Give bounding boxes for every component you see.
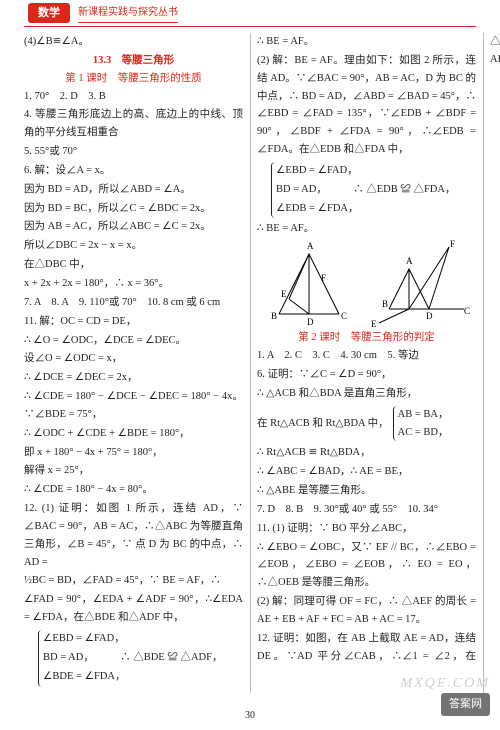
text-line: ∴ ∠ABC = ∠BAD，∴ AE = BE， — [257, 463, 476, 481]
section-title: 13.3 等腰三角形 — [24, 52, 243, 70]
svg-text:C: C — [341, 311, 347, 321]
svg-text:A: A — [406, 256, 413, 266]
svg-text:D: D — [426, 311, 433, 321]
brace-line: ∠EBD = ∠FAD， — [43, 630, 222, 648]
subject-badge: 数学 — [28, 3, 70, 24]
text-line: 在 Rt△ACB 和 Rt△BDA 中， — [257, 415, 389, 433]
svg-text:F: F — [321, 273, 326, 283]
lesson-title: 第 1 课时 等腰三角形的性质 — [24, 70, 243, 88]
page-number: 30 — [0, 707, 500, 724]
text-line: ∴ ∠EBO = ∠OBC，又∵ EF // BC，∴∠EBO = ∠EOB，∠… — [257, 539, 476, 593]
text-line: 4. 等腰三角形底边上的高、底边上的中线、顶角的平分线互相重合 — [24, 106, 243, 142]
text-line: 6. 证明：∵∠C = ∠D = 90°， — [257, 366, 476, 384]
text-line: 7. A 8. A 9. 110°或 70° 10. 8 cm 或 6 cm — [24, 294, 243, 312]
brace-line: BD = AD， ∴ △BDE ≌ △ADF， — [43, 649, 222, 667]
text-line: 设∠O = ∠ODC = x， — [24, 350, 243, 368]
text-line: ∠FAD = 90°，∠EDA + ∠ADF = 90°，∴∠EDA = ∠FD… — [24, 591, 243, 627]
text-line: ∴ ∠ODC + ∠CDE + ∠BDE = 180°， — [24, 425, 243, 443]
brace-line: ∠BDE = ∠FDA， — [43, 668, 222, 686]
page-header: 数学 新课程实践与探究丛书 — [0, 0, 500, 26]
svg-text:E: E — [371, 319, 377, 329]
text-line: ∴ BE = AF。 — [257, 33, 476, 51]
brace-group: ∠EBD = ∠FAD， BD = AD， ∴ △BDE ≌ △ADF， ∠BD… — [38, 630, 222, 687]
text-line: 11. (1) 证明：∵ BO 平分∠ABC， — [257, 520, 476, 538]
text-line: ½BC = BD，∠FAD = 45°，∵ BE = AF，∴ — [24, 572, 243, 590]
text-line: x + 2x + 2x = 180°，∴ x = 36°。 — [24, 275, 243, 293]
text-line: 所以∠DBC = 2x − x = x。 — [24, 237, 243, 255]
figure-row: A B C D E F 1 A B C D E F 2 — [257, 239, 476, 329]
brace-line: AB = BA， — [398, 406, 449, 424]
text-line: 即 x + 180° − 4x + 75° = 180°， — [24, 444, 243, 462]
brace-group: ∠EBD = ∠FAD， BD = AD， ∴ △EDB ≌ △FDA， ∠ED… — [271, 162, 455, 219]
text-line: 12. (1) 证明：如图 1 所示，连结 AD，∵ ∠BAC = 90°，AB… — [24, 500, 243, 571]
geometry-figure-1: A B C D E F 1 — [259, 239, 359, 329]
text-line: 7. D 8. B 9. 30°或 40° 或 55° 10. 34° — [257, 501, 476, 519]
brace-line: BD = AD， ∴ △EDB ≌ △FDA， — [276, 181, 455, 199]
svg-text:B: B — [382, 299, 388, 309]
text-line: ∴ △ABE 是等腰三角形。 — [257, 482, 476, 500]
series-subtitle: 新课程实践与探究丛书 — [78, 4, 178, 23]
brace-group: AB = BA， AC = BD， — [393, 406, 449, 442]
brace-line: ∠EBD = ∠FAD， — [276, 162, 455, 180]
content-columns: (4)∠B≌∠A。 13.3 等腰三角形 第 1 课时 等腰三角形的性质 1. … — [0, 33, 500, 693]
text-line: 5. 55°或 70° — [24, 143, 243, 161]
text-line: 因为 AB = AC，所以∠ABC = ∠C = 2x。 — [24, 218, 243, 236]
svg-text:D: D — [307, 317, 314, 327]
header-rule — [24, 26, 476, 27]
watermark-badge: 答案网 — [441, 693, 490, 716]
svg-text:A: A — [307, 241, 314, 251]
text-line: ∴ ∠DCE = ∠DEC = 2x， — [24, 369, 243, 387]
text-line: (2) 解：BE = AF。理由如下：如图 2 所示，连结 AD。∵∠BAC =… — [257, 52, 476, 159]
text-line: 11. 解：OC = CD = DE， — [24, 313, 243, 331]
text-line: ∴ ∠CDE = 180° − ∠DCE − ∠DEC = 180° − 4x。… — [24, 388, 243, 424]
text-line: 在△DBC 中， — [24, 256, 243, 274]
text-line: ∴ △ACB 和△BDA 是直角三角形， — [257, 385, 476, 403]
svg-text:E: E — [281, 289, 287, 299]
lesson-title: 第 2 课时 等腰三角形的判定 — [257, 329, 476, 347]
text-line: ∴ ∠CDE = 180° − 4x = 80°。 — [24, 481, 243, 499]
text-line: ∴ Rt△ACB ≌ Rt△BDA， — [257, 444, 476, 462]
text-line: (4)∠B≌∠A。 — [24, 33, 243, 51]
geometry-figure-2: A B C D E F 2 — [364, 239, 474, 329]
text-line: 6. 解：设∠A = x。 — [24, 162, 243, 180]
text-line: 1. 70° 2. D 3. B — [24, 88, 243, 106]
svg-text:C: C — [464, 306, 470, 316]
text-line: 因为 BD = BC，所以∠C = ∠BDC = 2x。 — [24, 200, 243, 218]
text-line: (2) 解：同理可得 OF = FC，∴ △AEF 的周长 = AE + EB … — [257, 593, 476, 629]
text-line: ∴ BE = AF。 — [257, 220, 476, 238]
brace-line: AC = BD， — [398, 424, 449, 442]
svg-text:F: F — [450, 239, 455, 249]
text-line: 因为 BD = AD，所以∠ABD = ∠A。 — [24, 181, 243, 199]
text-line: 1. A 2. C 3. C 4. 30 cm 5. 等边 — [257, 347, 476, 365]
svg-text:B: B — [271, 311, 277, 321]
text-line: 解得 x = 25°， — [24, 462, 243, 480]
brace-line: ∠EDB = ∠FDA， — [276, 200, 455, 218]
text-line: ∴ ∠O = ∠ODC，∠DCE = ∠DEC。 — [24, 332, 243, 350]
